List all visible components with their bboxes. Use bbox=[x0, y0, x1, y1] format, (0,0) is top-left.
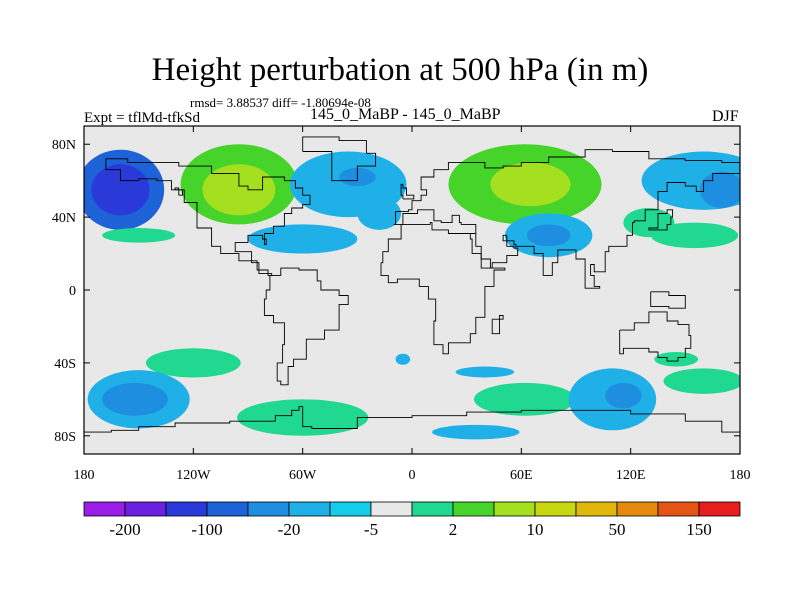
coastline-path bbox=[400, 183, 415, 200]
x-tick-label: 60E bbox=[510, 468, 533, 483]
x-tick-label: 0 bbox=[409, 468, 416, 483]
colorbar-label: 50 bbox=[609, 520, 626, 539]
x-tick-label: 180 bbox=[74, 468, 95, 483]
x-tick-label: 60W bbox=[289, 468, 317, 483]
colorbar-swatch bbox=[534, 501, 577, 517]
colorbar-swatch bbox=[370, 501, 413, 517]
contour-fill-region bbox=[526, 224, 571, 247]
chart-title: Height perturbation at 500 hPa (in m) bbox=[151, 52, 649, 88]
contour-fill-region bbox=[91, 164, 150, 216]
colorbar-swatch bbox=[83, 501, 126, 517]
colorbar-swatch bbox=[575, 501, 618, 517]
colorbar-swatch bbox=[329, 501, 372, 517]
colorbar: -200 -100 -20 -5 2 10 50 150 bbox=[83, 501, 741, 539]
coastline-path bbox=[105, 158, 311, 276]
coastline-path bbox=[619, 311, 692, 362]
contour-fill-region bbox=[654, 351, 699, 367]
coastline-path bbox=[491, 315, 504, 335]
colorbar-swatch bbox=[493, 501, 536, 517]
contour-fields bbox=[84, 144, 740, 440]
coastlines bbox=[84, 136, 740, 454]
contour-fill-region bbox=[605, 382, 642, 409]
coastline-path bbox=[174, 187, 183, 196]
contour-fill-region bbox=[473, 382, 576, 416]
x-tick-label: 120E bbox=[616, 468, 646, 483]
colorbar-label: 2 bbox=[449, 520, 458, 539]
stats-text: rmsd= 3.88537 diff= -1.80694e-08 bbox=[190, 95, 371, 110]
colorbar-label: -200 bbox=[109, 520, 140, 539]
y-tick-label: 80S bbox=[54, 430, 76, 445]
contour-fill-region bbox=[699, 171, 740, 208]
axes: 180 120W 60W 0 60E 120E 180 80N 40N 0 40S 80S bbox=[52, 126, 751, 483]
coastline-path bbox=[263, 267, 349, 386]
x-tick-label: 120W bbox=[176, 468, 211, 483]
contour-fill-region bbox=[663, 368, 740, 394]
contour-fill-region bbox=[247, 224, 358, 254]
center-subtitle: 145_0_MaBP - 145_0_MaBP bbox=[310, 106, 501, 123]
colorbar-label: 150 bbox=[686, 520, 712, 539]
colorbar-swatch bbox=[206, 501, 249, 517]
coastline-path bbox=[648, 209, 674, 231]
coastline-path bbox=[393, 149, 740, 289]
contour-fill-region bbox=[650, 222, 739, 249]
y-tick-label: 0 bbox=[69, 284, 76, 299]
contour-fill-region bbox=[102, 228, 176, 243]
coastline-path bbox=[650, 291, 686, 309]
y-tick-label: 80N bbox=[52, 138, 76, 153]
colorbar-label: -5 bbox=[364, 520, 378, 539]
coastline-path bbox=[84, 406, 740, 454]
y-tick-label: 40S bbox=[54, 357, 76, 372]
contour-fill-region bbox=[490, 162, 571, 207]
contour-fill-region bbox=[102, 382, 168, 416]
colorbar-swatch bbox=[165, 501, 208, 517]
colorbar-swatch bbox=[411, 501, 454, 517]
contour-fill-region bbox=[145, 348, 241, 378]
colorbar-swatch bbox=[657, 501, 700, 517]
colorbar-label: 10 bbox=[527, 520, 544, 539]
y-tick-label: 40N bbox=[52, 211, 76, 226]
colorbar-label: -20 bbox=[278, 520, 301, 539]
season-label: DJF bbox=[712, 108, 739, 125]
coastline-path bbox=[302, 136, 377, 182]
contour-fill-region bbox=[395, 353, 411, 365]
coastline-path bbox=[380, 222, 506, 355]
contour-fill-region bbox=[357, 197, 402, 230]
x-tick-label: 180 bbox=[730, 468, 751, 483]
colorbar-swatch bbox=[288, 501, 331, 517]
colorbar-swatch bbox=[616, 501, 659, 517]
contour-fill-region bbox=[455, 366, 515, 378]
colorbar-swatch bbox=[247, 501, 290, 517]
colorbar-label: -100 bbox=[191, 520, 222, 539]
colorbar-swatch bbox=[452, 501, 495, 517]
experiment-label: Expt = tflMd-tfkSd bbox=[84, 110, 200, 126]
contour-fill-region bbox=[202, 164, 276, 216]
contour-fill-region bbox=[432, 424, 520, 440]
colorbar-swatch bbox=[124, 501, 167, 517]
colorbar-swatch bbox=[698, 501, 741, 517]
